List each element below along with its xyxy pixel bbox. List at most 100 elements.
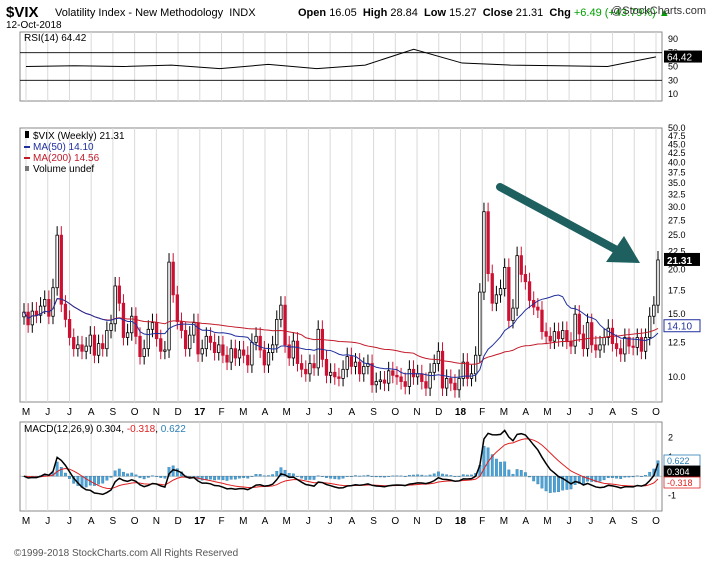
macd-histogram-bar	[325, 476, 328, 478]
close-value: 21.31	[515, 7, 544, 19]
candle-body	[627, 337, 631, 347]
candle-body	[403, 381, 407, 387]
macd-histogram-bar	[598, 476, 602, 482]
candle-body	[594, 344, 598, 351]
macd-line	[23, 429, 659, 496]
x-tick-label: D	[435, 516, 442, 527]
macd-histogram-bar	[465, 474, 469, 477]
candle-body	[387, 370, 391, 384]
macd-histogram-bar	[577, 476, 581, 484]
low-label: Low	[424, 7, 447, 19]
macd-last-label: -0.318	[667, 478, 693, 488]
macd-histogram-bar	[403, 476, 407, 477]
x-tick-label: A	[609, 516, 616, 527]
candle-body	[382, 379, 387, 384]
candle-body	[101, 343, 105, 350]
macd-histogram-bar	[159, 476, 163, 478]
x-tick-label: M	[283, 516, 291, 527]
macd-histogram-bar	[565, 476, 569, 490]
brand-logo: @StockCharts.com	[611, 5, 706, 17]
price-tick-label: 17.5	[668, 285, 686, 295]
macd-histogram-bar	[93, 476, 96, 486]
macd-histogram-bar	[644, 475, 647, 477]
macd-histogram-bar	[416, 474, 420, 477]
low-value: 15.27	[449, 7, 477, 19]
candle-body	[449, 378, 453, 384]
macd-histogram-bar	[378, 476, 382, 478]
candle-body	[250, 341, 254, 366]
macd-histogram-bar	[615, 476, 618, 479]
x-tick-label: A	[349, 407, 356, 418]
candle-body	[175, 294, 179, 322]
candle-body	[548, 335, 552, 342]
candle-body	[333, 371, 337, 378]
x-tick-label: A	[88, 407, 95, 418]
macd-histogram-bar	[258, 474, 262, 477]
exchange: INDX	[229, 7, 256, 19]
rsi-panel	[19, 31, 663, 102]
macd-histogram-bar	[316, 475, 320, 477]
macd-tick-label: -1	[668, 491, 676, 501]
macd-histogram-bar	[399, 475, 403, 477]
candle-body	[30, 310, 34, 326]
candle-body	[163, 349, 167, 352]
candle-body	[47, 299, 51, 317]
candle-body	[391, 370, 395, 376]
candle-body	[84, 345, 88, 352]
macd-histogram-bar	[209, 476, 212, 480]
candle-body	[63, 303, 68, 320]
candle-body	[341, 368, 345, 379]
legend-swatch	[25, 166, 29, 171]
candle-body	[312, 363, 316, 369]
macd-histogram-bar	[267, 475, 270, 477]
candle-body	[283, 304, 287, 346]
macd-histogram-bar	[573, 476, 577, 485]
legend-label: Volume undef	[33, 164, 94, 175]
candle-body	[266, 352, 271, 366]
price-tick-label: 27.5	[668, 215, 686, 225]
candle-body	[254, 335, 258, 343]
price-tick-label: 20.0	[668, 265, 686, 275]
macd-histogram-bar	[233, 476, 237, 480]
candle-body	[602, 337, 606, 346]
macd-histogram-bar	[528, 476, 531, 478]
candle-body	[411, 368, 416, 378]
candle-body	[241, 349, 246, 356]
macd-histogram-bar	[354, 475, 357, 477]
x-tick-label: A	[522, 516, 529, 527]
candle-body	[212, 341, 217, 353]
candle-body	[183, 330, 188, 350]
candle-body	[573, 313, 577, 347]
high-value: 28.84	[390, 7, 418, 19]
macd-histogram-bar	[64, 472, 67, 477]
rsi-last-label: 64.42	[667, 53, 692, 64]
macd-histogram-bar	[192, 476, 196, 477]
x-tick-label: 18	[455, 516, 467, 527]
macd-histogram-bar	[387, 476, 391, 477]
macd-value-part: ,	[121, 424, 127, 435]
macd-histogram-bar	[362, 475, 366, 477]
x-tick-label: O	[131, 407, 139, 418]
legend-swatch	[25, 131, 29, 138]
candle-body	[424, 381, 428, 389]
candle-body	[217, 344, 221, 353]
macd-value-part: 0.622	[161, 424, 186, 435]
candle-body	[623, 337, 627, 355]
x-tick-label: O	[131, 516, 139, 527]
quote-summary: Open 16.05 High 28.84 Low 15.27 Close 21…	[298, 7, 670, 19]
macd-histogram-bar	[151, 475, 154, 477]
macd-histogram-bar	[242, 476, 246, 478]
candle-body	[635, 337, 639, 348]
candle-body	[523, 273, 528, 283]
x-tick-label: J	[588, 407, 593, 418]
macd-histogram-bar	[333, 476, 337, 480]
high-label: High	[362, 7, 388, 19]
x-tick-label: M	[500, 516, 508, 527]
candle-body	[113, 285, 117, 325]
price-tick-label: 50.0	[668, 123, 686, 133]
macd-histogram-bar	[536, 476, 540, 485]
macd-histogram-bar	[420, 474, 424, 477]
candle-body	[150, 322, 155, 330]
candle-body	[130, 315, 134, 334]
macd-histogram-bar	[105, 476, 109, 481]
